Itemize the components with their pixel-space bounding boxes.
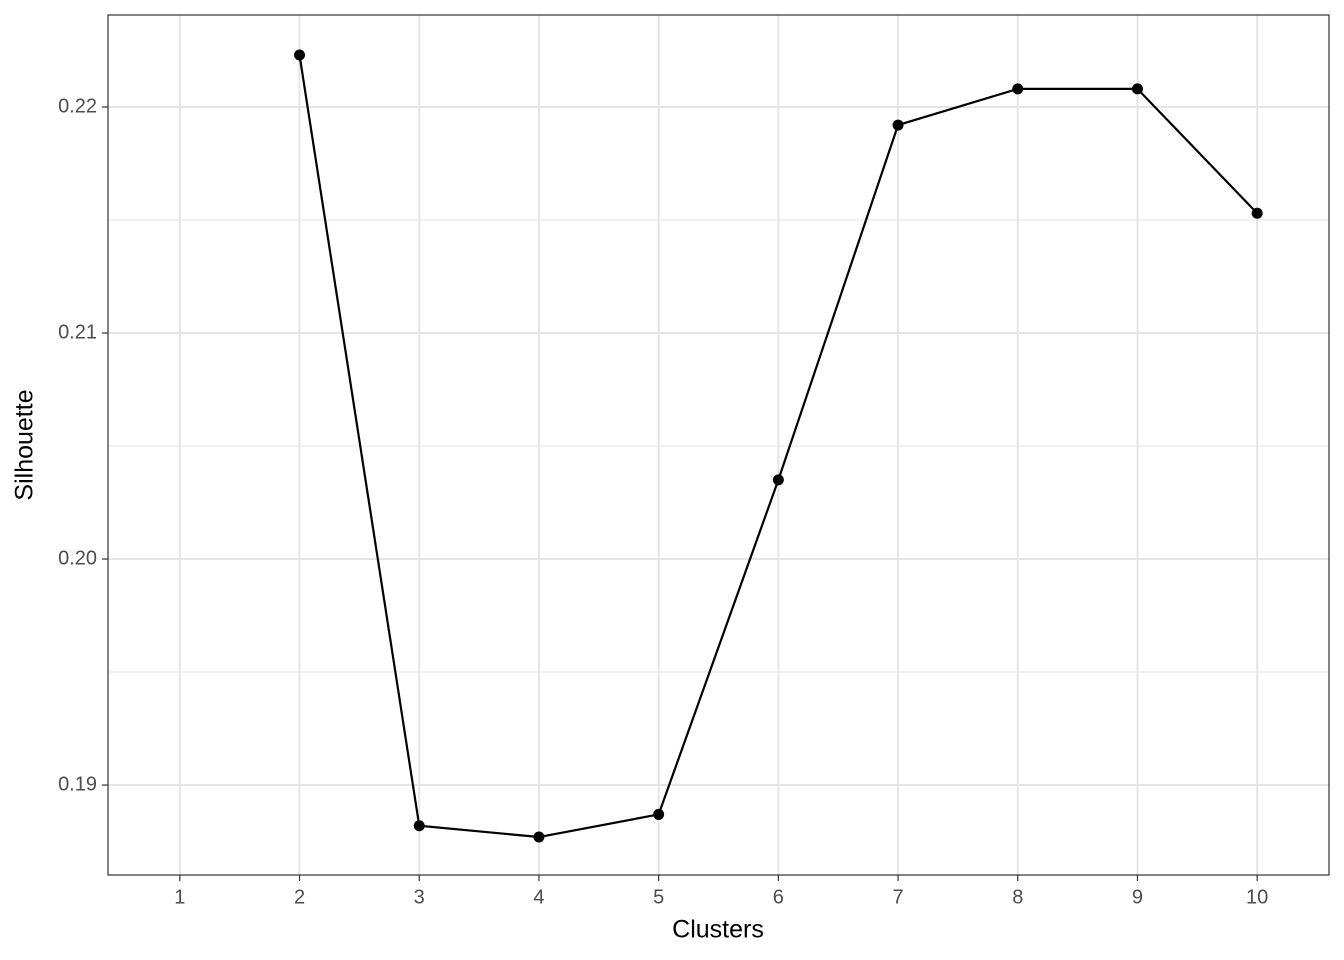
- x-tick-label: 4: [533, 886, 544, 908]
- y-tick-label: 0.20: [58, 547, 97, 569]
- y-tick-label: 0.21: [58, 321, 97, 343]
- point: [772, 474, 784, 486]
- x-axis-title: Clusters: [672, 916, 764, 944]
- x-tick-label: 7: [892, 886, 903, 908]
- x-tick-label: 10: [1246, 886, 1268, 908]
- x-tick-label: 1: [174, 886, 185, 908]
- point: [1012, 83, 1024, 95]
- grid: [108, 15, 1329, 875]
- x-tick-label: 2: [294, 886, 305, 908]
- x-tick-label: 9: [1132, 886, 1143, 908]
- x-tick-label: 6: [773, 886, 784, 908]
- x-tick-label: 8: [1012, 886, 1023, 908]
- point: [653, 808, 665, 820]
- point: [294, 49, 306, 61]
- point: [413, 820, 425, 832]
- point: [1131, 83, 1143, 95]
- marks: [294, 49, 1263, 843]
- point: [533, 831, 545, 843]
- panel-border: [107, 14, 1330, 876]
- x-tick-label: 3: [414, 886, 425, 908]
- point: [892, 119, 904, 131]
- point: [1251, 207, 1263, 219]
- y-axis-title: Silhouette: [11, 389, 39, 500]
- y-tick-label: 0.22: [58, 95, 97, 117]
- x-tick-label: 5: [653, 886, 664, 908]
- y-tick-label: 0.19: [58, 773, 97, 795]
